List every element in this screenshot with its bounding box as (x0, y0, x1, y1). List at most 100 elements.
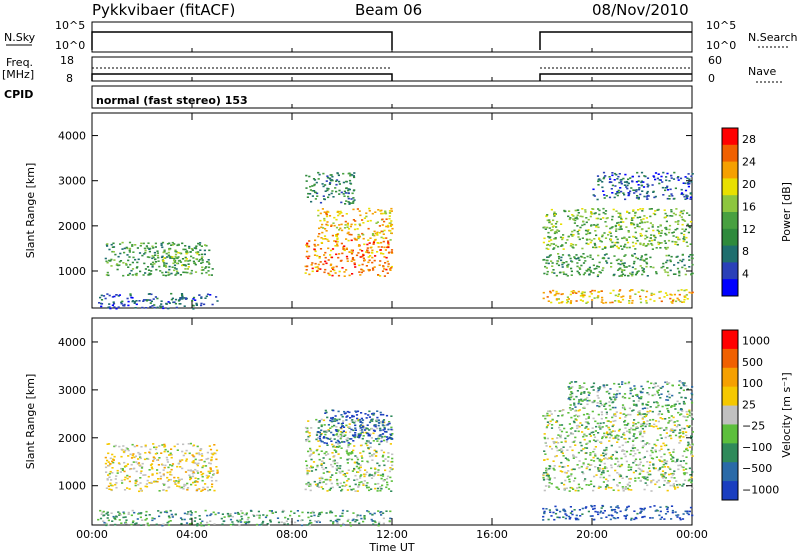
data-cell (171, 463, 175, 465)
data-cell (612, 289, 615, 292)
data-cell (639, 295, 642, 298)
data-cell (605, 467, 608, 469)
data-cell (622, 177, 625, 180)
data-cell (144, 485, 147, 488)
data-cell (660, 413, 664, 415)
data-cell (627, 381, 631, 384)
data-cell (564, 479, 567, 482)
data-cell (189, 272, 192, 275)
data-cell (681, 410, 684, 412)
data-cell (622, 433, 625, 436)
data-cell (354, 410, 357, 412)
data-cell (565, 514, 568, 517)
data-cell (126, 477, 129, 480)
data-cell (560, 451, 563, 453)
data-cell (329, 487, 332, 490)
data-cell (335, 183, 338, 186)
data-cell (162, 473, 165, 476)
data-cell (226, 512, 229, 515)
data-cell (148, 248, 151, 250)
data-cell (335, 451, 338, 453)
data-cell (662, 194, 665, 196)
data-cell (348, 427, 351, 429)
data-cell (586, 413, 589, 415)
data-cell (151, 245, 154, 248)
data-cell (130, 523, 133, 526)
data-cell (646, 236, 649, 239)
data-cell (677, 464, 680, 467)
data-cell (558, 426, 561, 429)
data-cell (634, 477, 637, 480)
data-cell (668, 480, 671, 482)
data-cell (591, 289, 594, 292)
data-cell (236, 511, 240, 514)
data-cell (633, 227, 637, 229)
data-cell (361, 426, 364, 429)
data-cell (345, 416, 348, 418)
data-cell (589, 232, 592, 234)
data-cell (191, 475, 195, 478)
data-cell (358, 223, 361, 226)
data-cell (106, 245, 109, 247)
data-cell (582, 472, 585, 475)
data-cell (548, 414, 551, 417)
data-cell (323, 436, 326, 438)
data-cell (306, 242, 309, 245)
data-cell (669, 188, 672, 191)
data-cell (325, 215, 329, 218)
data-cell (632, 439, 635, 441)
data-cell (109, 482, 112, 485)
data-cell (652, 464, 655, 466)
data-cell (628, 407, 631, 410)
data-cell (576, 225, 579, 227)
data-cell (677, 238, 680, 241)
data-cell (583, 272, 587, 274)
data-cell (612, 517, 615, 519)
data-cell (653, 300, 656, 302)
data-cell (637, 196, 640, 199)
data-cell (600, 404, 604, 406)
data-cell (582, 220, 585, 223)
colorbar-swatch (722, 481, 738, 501)
data-cell (571, 441, 574, 443)
data-cell (616, 465, 620, 468)
data-cell (280, 521, 283, 523)
data-cell (659, 397, 662, 399)
data-cell (664, 292, 668, 294)
data-cell (600, 442, 603, 444)
data-cell (584, 507, 587, 509)
data-cell (207, 470, 210, 473)
data-cell (634, 458, 638, 461)
data-cell (333, 438, 336, 440)
data-cell (114, 478, 117, 480)
data-cell (663, 518, 666, 520)
data-cell (585, 506, 588, 508)
data-cell (201, 261, 204, 264)
data-cell (352, 202, 355, 204)
data-cell (605, 253, 608, 255)
data-cell (191, 472, 194, 475)
data-cell (187, 263, 190, 265)
data-cell (202, 524, 205, 527)
data-cell (583, 392, 586, 394)
data-cell (276, 517, 280, 519)
data-cell (545, 247, 548, 250)
data-cell (376, 232, 379, 235)
data-cell (137, 458, 140, 460)
data-cell (156, 254, 159, 257)
data-cell (113, 517, 116, 520)
data-cell (189, 478, 192, 481)
data-cell (566, 476, 569, 478)
data-cell (656, 402, 659, 404)
data-cell (666, 197, 669, 200)
data-cell (340, 489, 343, 492)
data-cell (381, 484, 384, 487)
data-cell (689, 506, 693, 509)
data-cell (665, 432, 668, 434)
data-cell (200, 459, 203, 461)
data-cell (629, 392, 632, 395)
data-cell (549, 291, 552, 294)
data-cell (632, 428, 635, 431)
data-cell (571, 510, 574, 513)
data-cell (598, 237, 601, 239)
